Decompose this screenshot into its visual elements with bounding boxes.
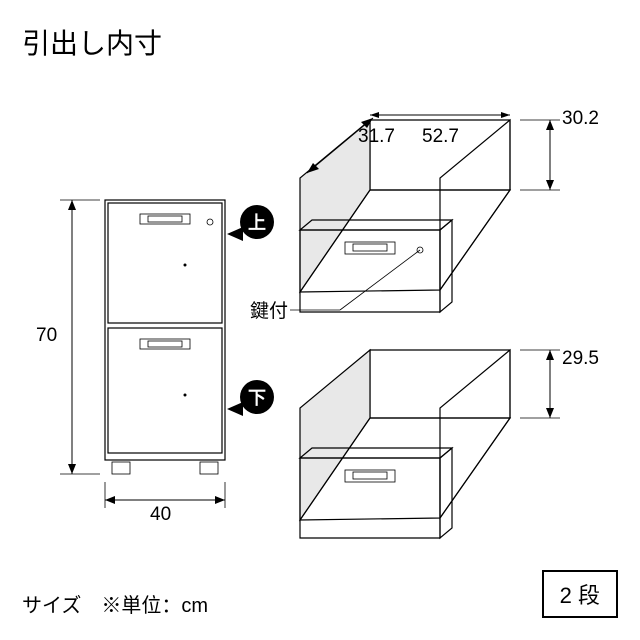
- dim-drawer-top-w: [370, 112, 510, 118]
- dim-text-width: 40: [150, 504, 171, 526]
- dim-drawer-top-h: [520, 120, 560, 190]
- dim-drawer-bottom-h: [520, 350, 560, 418]
- dim-text-top-h: 30.2: [562, 108, 599, 130]
- bubble-top: 上: [240, 205, 274, 239]
- dim-text-top-w: 52.7: [422, 126, 459, 148]
- bubble-bottom-text: 下: [248, 384, 266, 410]
- cabinet-front: [105, 200, 225, 474]
- lock-label: 鍵付: [250, 296, 288, 323]
- dim-text-top-d: 31.7: [358, 126, 395, 148]
- dim-cabinet-height: [60, 200, 100, 474]
- bubble-bottom: 下: [240, 380, 274, 414]
- bubble-top-text: 上: [248, 209, 266, 235]
- dim-text-height: 70: [36, 325, 57, 347]
- pointer-top: [227, 227, 243, 241]
- drawer-bottom-iso: [300, 350, 510, 538]
- dim-text-bottom-h: 29.5: [562, 348, 599, 370]
- pointer-bottom: [227, 402, 243, 416]
- drawer-top-iso: [300, 120, 510, 312]
- diagram-canvas: [0, 0, 640, 640]
